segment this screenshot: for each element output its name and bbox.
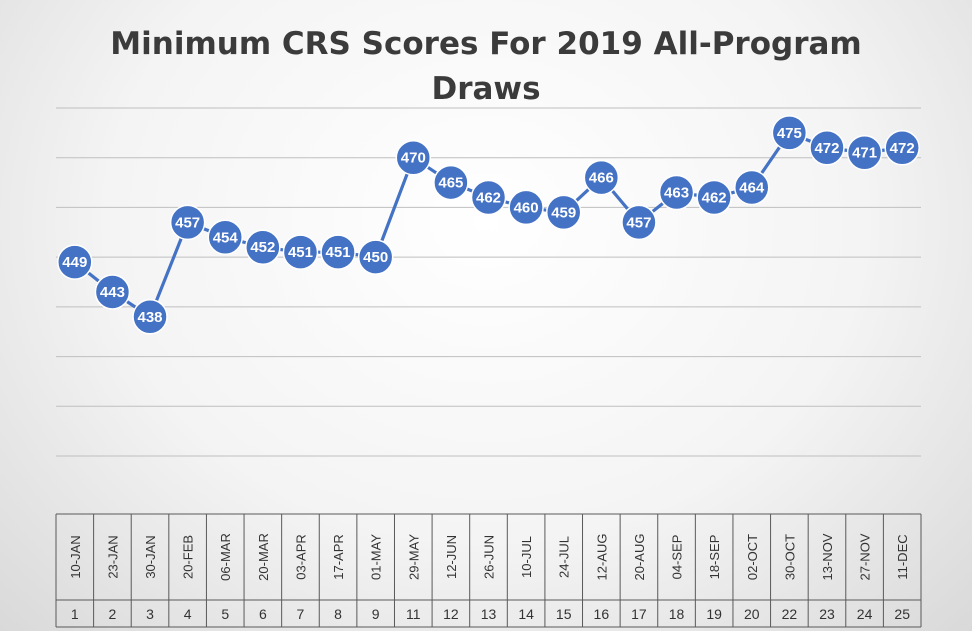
x-tick-label-date: 26-JUN [482, 535, 497, 579]
x-tick-label-number: 20 [744, 606, 760, 622]
data-label: 464 [739, 180, 765, 197]
data-point [884, 130, 920, 166]
data-label: 462 [476, 189, 501, 206]
x-tick-label-number: 22 [782, 606, 798, 622]
x-tick-label-date: 20-AUG [632, 534, 647, 581]
x-tick-label-date: 11-DEC [895, 534, 910, 579]
data-point [508, 189, 544, 226]
x-tick-label-number: 18 [669, 606, 685, 622]
x-tick-label-date: 17-APR [331, 534, 346, 580]
data-label: 460 [514, 199, 539, 216]
data-point [658, 174, 695, 211]
data-point [94, 274, 131, 310]
data-point [357, 239, 394, 275]
x-tick-label-number: 13 [481, 606, 497, 622]
data-point [132, 299, 168, 335]
data-label: 459 [551, 204, 576, 221]
x-tick-label-number: 1 [71, 606, 79, 622]
x-tick-label-number: 14 [518, 606, 534, 622]
x-tick-label-number: 3 [146, 606, 154, 622]
data-point [433, 164, 469, 201]
data-label: 452 [250, 239, 275, 256]
x-tick-label-number: 5 [221, 606, 229, 622]
data-label: 463 [664, 185, 689, 202]
data-label: 443 [100, 284, 125, 301]
x-tick-label-date: 10-JUL [519, 536, 534, 578]
x-tick-label-date: 23-JAN [105, 535, 120, 578]
data-label: 451 [326, 244, 351, 261]
x-tick-label-number: 4 [184, 606, 192, 622]
x-tick-label-number: 12 [443, 606, 459, 622]
x-tick-label-date: 20-MAR [256, 533, 271, 581]
data-point [207, 219, 243, 256]
data-point [734, 169, 770, 206]
data-point [470, 179, 507, 216]
data-label: 470 [401, 150, 426, 167]
x-tick-label-date: 29-MAY [406, 534, 421, 580]
x-tick-label-date: 06-MAR [218, 533, 233, 581]
x-tick-label-date: 12-JUN [444, 535, 459, 579]
x-tick-label-number: 23 [819, 606, 835, 622]
x-tick-label-number: 11 [406, 606, 421, 622]
chart-title-line-1: Minimum CRS Scores For 2019 All-Program [110, 26, 862, 62]
x-tick-label-date: 27-NOV [858, 533, 873, 580]
data-label: 471 [852, 145, 877, 162]
x-tick-label-date: 01-MAY [369, 534, 384, 580]
x-tick-label-date: 13-NOV [820, 533, 835, 580]
x-tick-label-date: 03-APR [293, 534, 308, 580]
data-label: 457 [175, 214, 200, 231]
x-tick-label-number: 9 [372, 606, 380, 622]
data-point [621, 204, 657, 241]
data-label: 475 [777, 125, 802, 142]
x-tick-label-date: 30-JAN [143, 535, 158, 578]
data-label: 454 [213, 229, 239, 246]
data-label: 450 [363, 249, 388, 266]
data-point [169, 204, 206, 241]
data-label: 457 [626, 214, 651, 231]
x-tick-label-date: 02-OCT [745, 534, 760, 580]
data-point [846, 134, 883, 171]
x-tick-label-number: 17 [631, 606, 647, 622]
data-point [320, 234, 356, 270]
x-tick-label-number: 16 [594, 606, 610, 622]
x-tick-label-number: 8 [334, 606, 342, 622]
data-label: 462 [702, 189, 727, 206]
data-label: 472 [814, 140, 839, 157]
x-tick-label-number: 25 [894, 606, 910, 622]
x-tick-label-number: 24 [857, 606, 873, 622]
x-tick-label-date: 24-JUL [557, 536, 572, 578]
x-tick-label-number: 15 [556, 606, 572, 622]
x-tick-label-date: 04-SEP [670, 535, 685, 580]
data-point [583, 159, 620, 196]
x-tick-label-date: 18-SEP [707, 535, 722, 580]
data-label: 451 [288, 244, 313, 261]
data-point [545, 194, 582, 231]
x-tick-label-number: 2 [109, 606, 117, 622]
data-point [245, 229, 281, 265]
x-tick-label-number: 6 [259, 606, 267, 622]
data-label: 438 [138, 309, 163, 326]
x-tick-label-date: 20-FEB [181, 535, 196, 579]
chart-title-line-2: Draws [431, 71, 541, 107]
data-label: 449 [62, 254, 87, 271]
x-tick-label-date: 12-AUG [594, 534, 609, 581]
data-point [809, 130, 845, 166]
x-tick-label-date: 10-JAN [68, 535, 83, 578]
x-tick-label-number: 19 [706, 606, 722, 622]
data-point [282, 234, 319, 270]
data-point [57, 244, 93, 280]
data-label: 472 [890, 140, 915, 157]
data-point [395, 139, 432, 176]
data-point [771, 115, 808, 151]
data-label: 466 [589, 170, 614, 187]
data-label: 465 [438, 175, 463, 192]
data-point [696, 179, 732, 216]
x-tick-label-date: 30-OCT [782, 534, 797, 580]
chart-title: Minimum CRS Scores For 2019 All-Program … [0, 22, 972, 112]
x-tick-label-number: 7 [297, 606, 305, 622]
